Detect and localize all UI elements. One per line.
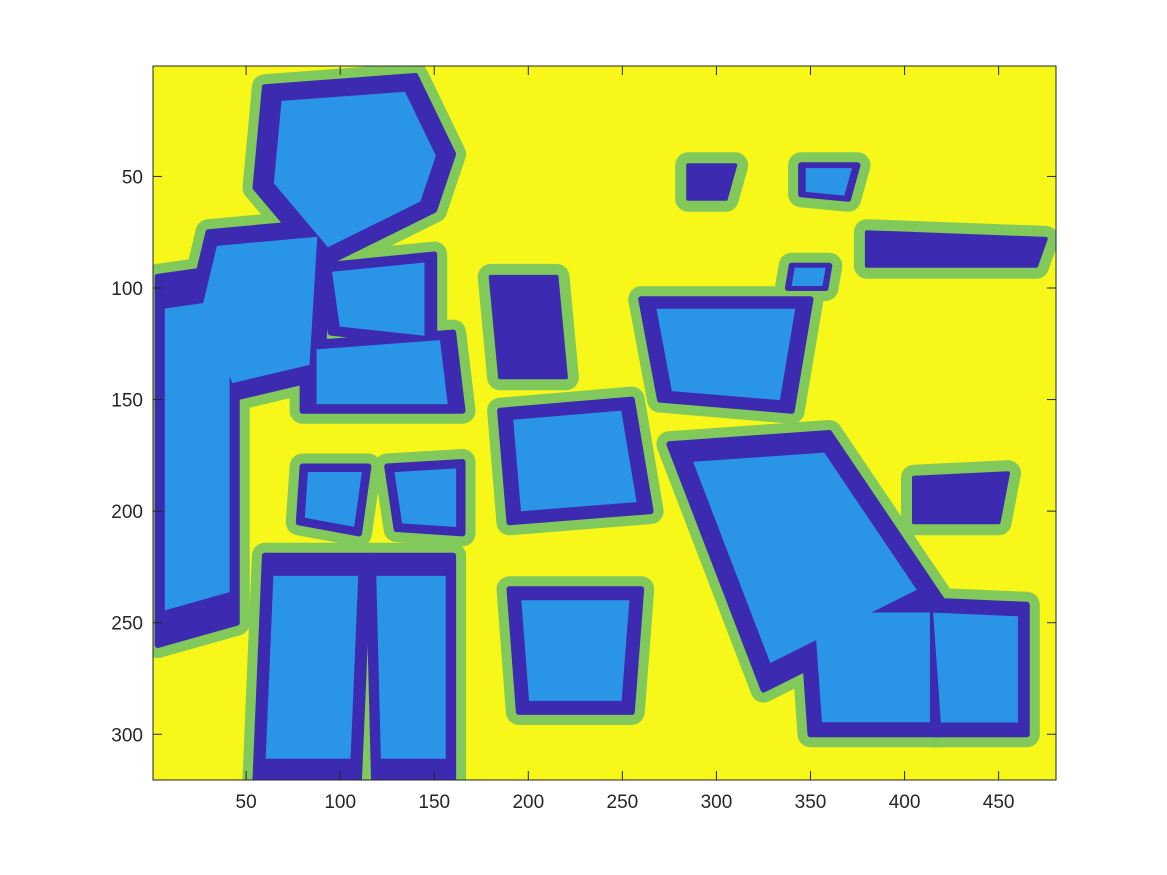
x-tick-label: 400 [889, 792, 921, 813]
x-tick-label: 300 [701, 792, 733, 813]
x-tick-label: 150 [418, 792, 450, 813]
light-blue-region [376, 575, 446, 759]
dark-blue-region [686, 163, 738, 201]
light-blue-region [693, 452, 917, 663]
x-tick-label: 200 [512, 792, 544, 813]
light-blue-region [521, 600, 630, 701]
x-tick-label: 250 [607, 792, 639, 813]
light-blue-region [316, 340, 448, 405]
light-blue-region [791, 267, 826, 287]
y-tick-label: 250 [111, 614, 143, 635]
dark-blue-region [912, 471, 1010, 525]
dark-blue-region [488, 274, 568, 380]
plot-frame [152, 65, 1057, 781]
y-tick-label: 100 [111, 279, 143, 300]
y-tick-label: 150 [111, 391, 143, 412]
y-tick-label: 50 [122, 167, 143, 188]
y-tick-label: 200 [111, 502, 143, 523]
x-axis: 50 100 150 200 250 300 350 400 450 [236, 66, 1015, 813]
light-blue-class-layer [164, 91, 1018, 759]
x-tick-label: 100 [324, 792, 356, 813]
x-tick-label: 450 [983, 792, 1015, 813]
x-tick-label: 350 [795, 792, 827, 813]
light-blue-region [273, 91, 436, 248]
light-blue-region [164, 299, 230, 611]
light-blue-region [805, 168, 853, 196]
light-blue-region [656, 308, 796, 401]
y-tick-label: 300 [111, 725, 143, 746]
dark-blue-region [864, 230, 1048, 268]
light-blue-region [265, 575, 359, 759]
light-blue-region [513, 410, 637, 512]
x-tick-label: 50 [236, 792, 257, 813]
light-blue-region [933, 612, 1018, 723]
light-blue-region [201, 236, 318, 384]
light-blue-region [814, 612, 930, 723]
light-blue-region [304, 472, 362, 527]
light-blue-region [394, 468, 457, 527]
light-blue-region [331, 262, 425, 336]
y-axis: 50 100 150 200 250 300 [111, 167, 1056, 746]
